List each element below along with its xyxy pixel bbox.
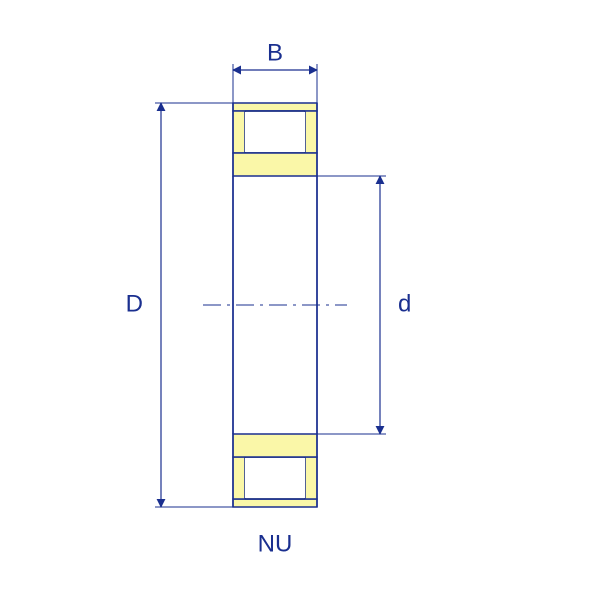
type-label: NU [258, 530, 293, 557]
diagram-svg: Dd B NU [0, 0, 600, 600]
label-B: B [267, 39, 283, 66]
label-D: D [126, 290, 143, 317]
label-d: d [398, 290, 411, 317]
bearing-diagram: Dd B NU [0, 0, 600, 600]
